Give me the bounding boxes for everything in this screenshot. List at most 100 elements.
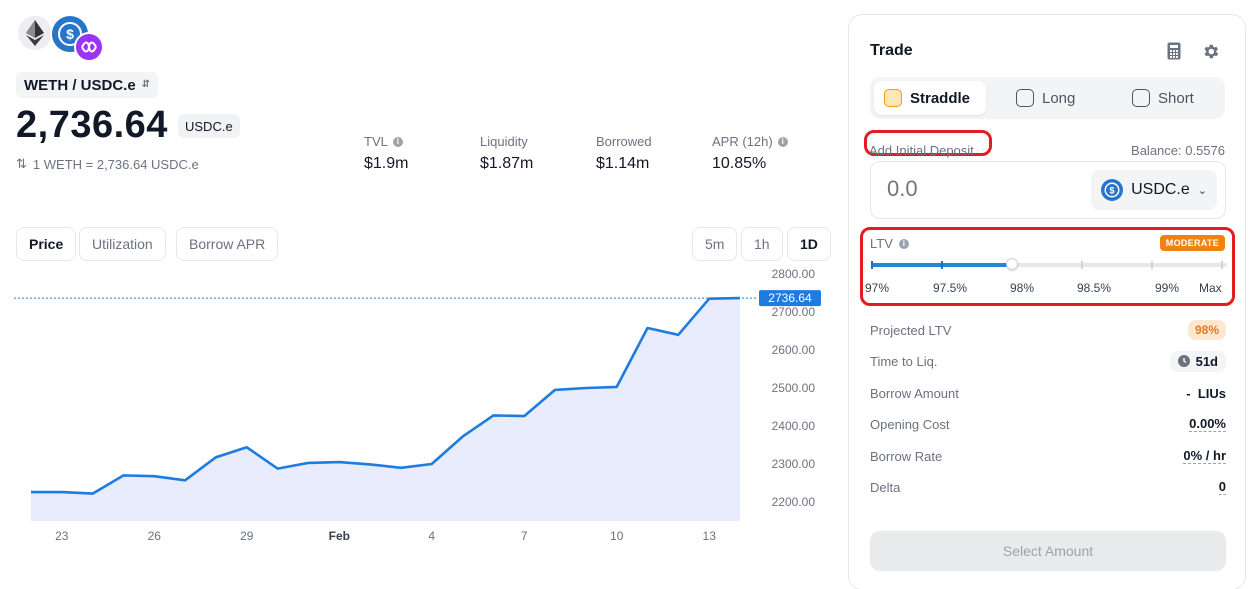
x-tick-label: 23 <box>55 529 69 543</box>
swap-arrows-icon: ⇅ <box>16 156 27 171</box>
timeframe-5m[interactable]: 5m <box>692 227 738 261</box>
select-amount-button[interactable]: Select Amount <box>870 531 1226 571</box>
exchange-rate[interactable]: ⇅ 1 WETH = 2,736.64 USDC.e <box>16 156 199 172</box>
ltv-slider[interactable] <box>871 258 1227 270</box>
ltv-mark[interactable]: 99% <box>1155 281 1180 295</box>
row-label: Borrow Rate <box>870 448 943 464</box>
stat-tvl: TVL i $1.9m <box>364 134 408 173</box>
delta-row: Delta 0 <box>870 477 1226 497</box>
delta-value[interactable]: 0 <box>1218 479 1226 495</box>
slider-tick <box>1151 261 1153 269</box>
amount-input[interactable] <box>887 176 1037 202</box>
mode-long-button[interactable]: Long <box>1006 81 1106 115</box>
stat-value: $1.14m <box>596 155 650 172</box>
slider-tick <box>1221 261 1223 269</box>
time-to-liq-pill: 51d <box>1169 350 1226 372</box>
amount-field: $ USDC.e ⌄ <box>870 161 1226 219</box>
mode-short-button[interactable]: Short <box>1122 81 1222 115</box>
slider-track <box>871 263 1227 267</box>
y-tick-label: 2800.00 <box>772 267 816 281</box>
settings-gear-icon[interactable] <box>1200 41 1220 61</box>
row-label: Delta <box>870 479 901 495</box>
trade-card: Trade Straddle Long Short Add Initial De… <box>848 14 1246 589</box>
short-icon <box>1132 89 1150 107</box>
deposit-label: Add Initial Deposit <box>869 143 974 158</box>
ltv-mark[interactable]: 97.5% <box>933 281 968 295</box>
price-chart[interactable]: 2200.00 2300.00 2400.00 2500.00 2600.00 2700.… <box>0 262 840 552</box>
row-label: Time to Liq. <box>870 353 938 369</box>
projected-ltv-value: 98% <box>1187 320 1226 340</box>
stat-borrowed: Borrowed $1.14m <box>596 134 652 173</box>
x-tick-label: 10 <box>610 529 624 543</box>
updown-chevron-icon: ⇵ <box>141 79 151 90</box>
mode-straddle-button[interactable]: Straddle <box>874 81 986 115</box>
svg-text:$: $ <box>66 26 74 42</box>
projected-ltv-row: Projected LTV 98% <box>870 320 1226 340</box>
borrow-rate-value[interactable]: 0% / hr <box>1183 448 1226 464</box>
x-tick-label: 4 <box>428 529 435 543</box>
stat-label: Borrowed <box>596 134 652 149</box>
trade-mode-selector: Straddle Long Short <box>870 77 1225 119</box>
stat-apr: APR (12h) i 10.85% <box>712 134 788 173</box>
stat-value: 10.85% <box>712 155 767 172</box>
y-tick-label: 2300.00 <box>772 457 816 471</box>
ltv-label: LTV <box>870 236 893 251</box>
y-tick-label: 2600.00 <box>772 343 816 357</box>
x-tick-label: 7 <box>521 529 528 543</box>
info-icon[interactable]: i <box>898 238 909 249</box>
wallet-balance[interactable]: Balance: 0.5576 <box>1131 143 1225 158</box>
pair-label: WETH / USDC.e <box>24 76 136 94</box>
time-to-liq-value: 51d <box>1195 353 1218 369</box>
timeframe-1h[interactable]: 1h <box>741 227 783 261</box>
slider-tick <box>871 261 873 269</box>
pair-selector[interactable]: WETH / USDC.e ⇵ <box>16 72 159 98</box>
y-tick-label: 2200.00 <box>772 495 816 509</box>
stat-label: APR (12h) <box>712 134 773 149</box>
y-tick-label: 2500.00 <box>772 381 816 395</box>
token-selector[interactable]: $ USDC.e ⌄ <box>1091 170 1217 210</box>
y-tick-label: 2700.00 <box>772 305 816 319</box>
trade-title: Trade <box>870 42 913 59</box>
ltv-highlight <box>860 227 1235 306</box>
info-icon[interactable]: i <box>777 136 788 147</box>
ltv-mark[interactable]: 97% <box>865 281 890 295</box>
borrow-amount-row: Borrow Amount - LIUs <box>870 383 1226 403</box>
token-symbol: USDC.e <box>1131 181 1190 198</box>
row-label: Projected LTV <box>870 322 952 338</box>
ltv-mark[interactable]: 98% <box>1010 281 1035 295</box>
mode-label: Long <box>1042 89 1076 107</box>
mode-label: Short <box>1158 89 1194 107</box>
x-tick-label: 29 <box>240 529 254 543</box>
opening-cost-value[interactable]: 0.00% <box>1189 416 1226 432</box>
stat-value: $1.9m <box>364 155 409 172</box>
slider-thumb[interactable] <box>1006 258 1018 270</box>
long-icon <box>1016 89 1034 107</box>
deposit-highlight <box>864 130 992 156</box>
info-icon[interactable]: i <box>392 136 403 147</box>
svg-text:$: $ <box>1110 185 1115 195</box>
ltv-mark[interactable]: Max <box>1199 281 1222 295</box>
stat-label: TVL <box>364 134 388 149</box>
risk-badge: MODERATE <box>1159 235 1225 251</box>
calculator-icon[interactable] <box>1164 41 1184 61</box>
slider-tick <box>941 261 943 269</box>
token-icons: $ <box>16 14 116 64</box>
time-to-liq-row: Time to Liq. 51d <box>870 350 1226 372</box>
tab-price[interactable]: Price <box>16 227 77 261</box>
stat-liquidity: Liquidity $1.87m <box>480 134 533 173</box>
tab-utilization[interactable]: Utilization <box>79 227 166 261</box>
chevron-down-icon: ⌄ <box>1197 184 1207 197</box>
clock-icon <box>1177 355 1190 367</box>
borrow-amount-value: - LIUs <box>1186 385 1226 401</box>
price-unit-badge: USDC.e <box>178 114 240 138</box>
ltv-mark[interactable]: 98.5% <box>1077 281 1112 295</box>
y-tick-label: 2400.00 <box>772 419 816 433</box>
tab-borrow-apr[interactable]: Borrow APR <box>176 227 279 261</box>
x-tick-label: 26 <box>148 529 162 543</box>
usdc-icon: $ <box>1101 179 1124 201</box>
price-area-fill <box>31 298 740 521</box>
current-price: 2,736.64 <box>16 104 168 146</box>
ltv-label-group: LTV i <box>870 236 909 251</box>
timeframe-1d[interactable]: 1D <box>787 227 831 261</box>
price-line <box>31 296 741 495</box>
